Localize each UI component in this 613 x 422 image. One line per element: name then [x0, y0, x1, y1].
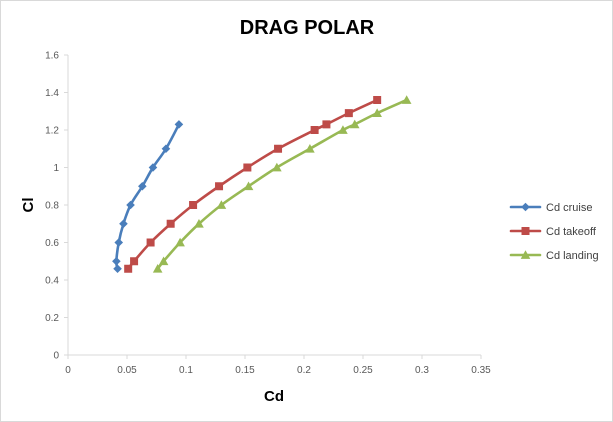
series-cd-landing: [152, 95, 412, 273]
legend-label-cd-cruise: Cd cruise: [546, 202, 592, 214]
data-point-cd-cruise: [114, 238, 124, 247]
data-point-cd-landing: [338, 125, 348, 134]
data-point-cd-landing: [401, 95, 412, 104]
data-point-cd-landing: [372, 108, 382, 118]
series-cd-cruise: [112, 120, 184, 274]
x-tick-label: 0.25: [353, 365, 373, 376]
series-cd-takeoff: [124, 96, 382, 273]
x-tick-label: 0.15: [235, 365, 255, 376]
x-tick-label: 0.1: [179, 365, 193, 376]
data-point-cd-cruise: [138, 181, 147, 191]
data-point-cd-takeoff: [189, 201, 198, 209]
legend-marker-cd-takeoff: [521, 227, 530, 235]
y-tick-label: 1.6: [45, 51, 59, 62]
data-point-cd-takeoff: [274, 144, 283, 153]
x-tick-label: 0.35: [471, 365, 491, 376]
series-layer: [112, 95, 412, 274]
data-point-cd-takeoff: [344, 109, 353, 118]
x-axis-ticks: 0 0.05 0.1 0.15 0.2 0.25 0.3 0.35: [65, 355, 491, 376]
legend-marker-cd-landing: [520, 250, 531, 259]
data-point-cd-cruise: [148, 163, 158, 172]
data-point-cd-landing: [158, 256, 169, 266]
y-tick-label: 1.2: [45, 126, 59, 137]
data-point-cd-cruise: [126, 200, 135, 210]
data-point-cd-takeoff: [310, 126, 319, 134]
data-point-cd-cruise: [112, 256, 121, 266]
data-point-cd-cruise: [161, 144, 171, 154]
x-tick-label: 0.05: [117, 365, 137, 376]
x-tick-label: 0: [65, 365, 71, 376]
data-point-cd-takeoff: [130, 257, 139, 266]
series-line-cd-landing: [156, 98, 408, 271]
legend-label-cd-takeoff: Cd takeoff: [546, 226, 597, 238]
data-point-cd-takeoff: [243, 163, 252, 172]
data-point-cd-landing: [152, 263, 163, 273]
data-point-cd-landing: [175, 237, 185, 247]
legend: Cd cruise Cd takeoff Cd landing: [509, 202, 599, 262]
y-axis-title: Cl: [20, 198, 37, 213]
data-point-cd-landing: [305, 143, 315, 153]
data-point-cd-takeoff: [146, 238, 155, 247]
data-point-cd-landing: [349, 119, 360, 129]
data-point-cd-landing: [194, 218, 204, 228]
x-tick-label: 0.3: [415, 365, 429, 376]
data-point-cd-takeoff: [124, 264, 133, 273]
data-point-cd-takeoff: [373, 96, 382, 104]
chart-title: DRAG POLAR: [240, 17, 375, 39]
y-tick-label: 1: [53, 163, 59, 174]
y-axis-ticks: 0 0.2 0.4 0.6 0.8 1 1.2 1.4 1.6: [45, 51, 68, 362]
y-tick-label: 0: [53, 351, 59, 362]
data-point-cd-takeoff: [322, 120, 331, 129]
y-tick-label: 0.2: [45, 313, 59, 324]
y-tick-label: 0.4: [45, 276, 59, 287]
data-point-cd-landing: [272, 162, 282, 172]
data-point-cd-cruise: [174, 120, 184, 129]
y-tick-label: 0.8: [45, 201, 59, 212]
data-point-cd-landing: [216, 200, 227, 209]
data-point-cd-cruise: [119, 219, 128, 229]
x-axis-title: Cd: [264, 388, 284, 405]
data-point-cd-takeoff: [166, 219, 175, 228]
data-point-cd-landing: [243, 181, 254, 191]
legend-label-cd-landing: Cd landing: [546, 250, 599, 262]
y-tick-label: 0.6: [45, 238, 59, 249]
x-tick-label: 0.2: [297, 365, 311, 376]
legend-marker-cd-cruise: [521, 202, 530, 212]
data-point-cd-cruise: [113, 264, 122, 274]
data-point-cd-takeoff: [215, 182, 224, 191]
y-tick-label: 1.4: [45, 88, 59, 99]
